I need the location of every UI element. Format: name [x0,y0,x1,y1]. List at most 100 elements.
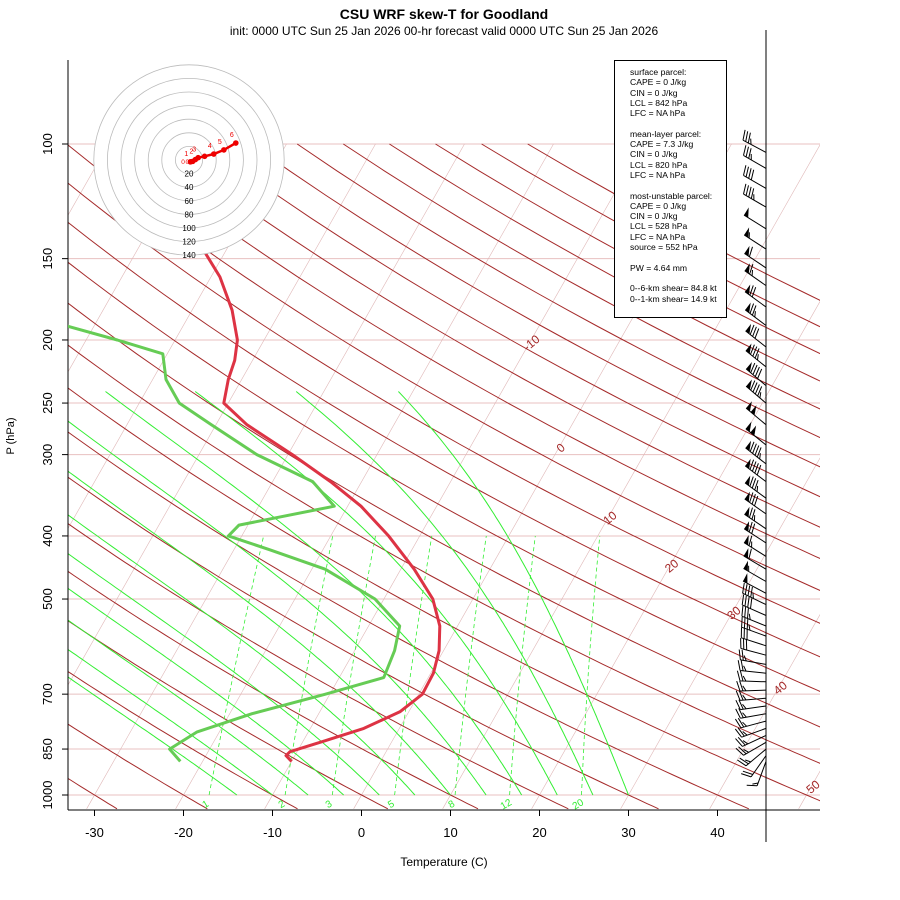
parcel-info-box: surface parcel: CAPE = 0 J/kg CIN = 0 J/… [614,60,727,318]
barb-pennant [750,405,757,416]
barb-pennant [744,506,750,518]
surface-cin: CIN = 0 J/kg [630,87,678,98]
wind-barb [745,379,767,404]
barb-pennant [746,379,752,390]
x-tick-label: -20 [174,825,193,840]
barb-staff [745,428,767,446]
barb-staff [744,476,767,499]
barb-staff [744,459,767,482]
wind-barb [742,573,767,594]
moist-adiabat [105,391,523,796]
isotherm-label: 20 [662,556,681,576]
y-tick-label: 150 [40,248,55,270]
dry-adiabat [68,723,208,810]
wind-barb [735,734,767,747]
wind-barb [743,207,767,230]
shear-0-6km: 0--6-km shear= 84.8 kt [630,283,717,294]
barb-staff [744,492,767,515]
dry-adiabat [68,144,820,591]
hodograph-point-label: 2 [189,149,193,156]
isotherm-label: 30 [724,603,743,623]
hodograph-point [210,151,217,157]
hodograph-point [233,140,239,146]
precipitable-water: PW = 4.64 mm [630,262,688,273]
moist-adiabat [68,514,416,796]
mixing-ratio-label: 8 [447,798,458,811]
barb-staff [736,670,767,683]
background-grid [0,143,820,810]
surface-cape: CAPE = 0 J/kg [630,77,687,88]
wind-barb [743,165,767,189]
mixing-ratio-line [284,535,334,796]
dry-adiabat [68,387,820,802]
wind-barb [744,458,767,482]
most-unstable-cin: CIN = 0 J/kg [630,211,678,222]
barb-pennant [743,573,748,584]
hodograph-ring-label: 140 [182,251,196,260]
most-unstable-source: source = 552 hPa [630,242,698,253]
mixing-ratio-line [509,535,536,796]
barb-pennant [743,207,749,218]
moist-adiabat [68,587,345,796]
wind-barb [745,401,767,426]
wind-barb [743,548,767,570]
dry-adiabat [68,344,820,764]
barb-staff [735,699,767,711]
x-tick-label: 20 [532,825,546,840]
barb-staff [737,748,767,767]
barb-staff [741,605,767,627]
dry-adiabat [0,144,27,809]
wind-barb [744,263,767,287]
barb-staff [743,165,767,189]
wind-barb [735,708,767,719]
wind-barb [737,660,767,674]
barb-staff [740,627,767,647]
moist-adiabat [295,391,594,796]
barb-pennant [744,245,750,257]
mixing-ratio-line [208,535,264,796]
barb-staff [743,521,767,544]
barb-staff [741,755,767,778]
hodograph-ring-label: 20 [185,170,194,179]
barb-staff [744,507,767,530]
most-unstable-cape: CAPE = 0 J/kg [630,200,687,211]
chart-title: CSU WRF skew-T for Goodland [339,6,549,22]
barb-staff [745,324,767,348]
dewpoint-profile [68,324,402,763]
barb-staff [741,594,767,616]
wind-barb [744,506,767,530]
dry-adiabat [68,182,820,624]
y-tick-label: 850 [40,738,55,760]
dry-adiabat [112,143,820,560]
barb-staff [735,734,767,747]
wind-barb [745,440,767,465]
barb-staff [745,441,767,465]
dry-adiabat [158,143,820,528]
hodograph-origin-label: 0.5 [185,159,194,166]
most-unstable-header: most-unstable parcel: [630,190,713,201]
wind-barb [735,741,767,756]
mixing-ratio-label: 3 [324,798,335,811]
wind-barbs [734,30,767,842]
barb-pennant [744,263,750,274]
wind-barb [745,421,767,446]
surface-lfc: LFC = NA hPa [630,108,686,119]
barb-pennant [746,361,752,373]
hodograph-ring-label: 100 [182,224,196,233]
wind-barb [744,284,767,308]
isotherm-label: -10 [520,332,543,354]
barb-staff [740,638,767,656]
surface-lcl: LCL = 842 hPa [630,97,688,108]
surface-header: surface parcel: [630,67,687,77]
wind-barb [742,582,767,606]
wind-barb [737,748,767,767]
barb-pennant [743,534,749,546]
hodograph-ring-label: 80 [185,210,194,219]
dry-adiabat [250,143,820,468]
isotherm-line [709,614,820,809]
barb-pennant [744,227,750,238]
mixing-ratio-label: 20 [571,797,587,812]
x-axis-label: Temperature (C) [400,855,487,869]
